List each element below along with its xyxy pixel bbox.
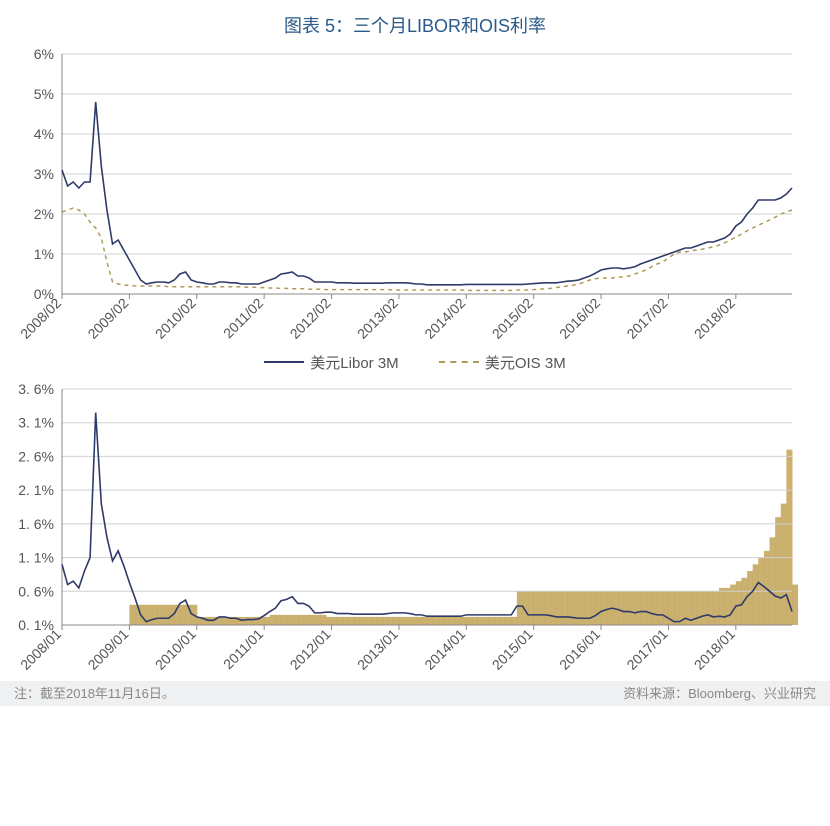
svg-text:2013/02: 2013/02: [354, 295, 401, 342]
svg-text:6%: 6%: [34, 46, 54, 62]
svg-text:2014/01: 2014/01: [421, 625, 468, 672]
svg-text:2009/02: 2009/02: [84, 295, 131, 342]
legend-item-ois: 美元OIS 3M: [439, 352, 566, 373]
footer-source: 资料来源：Bloomberg、兴业研究: [623, 683, 816, 702]
chart-2-container: 0. 1%0. 6%1. 1%1. 6%2. 1%2. 6%3. 1%3. 6%…: [0, 381, 830, 681]
svg-text:2015/01: 2015/01: [489, 625, 536, 672]
svg-text:2010/02: 2010/02: [152, 295, 199, 342]
svg-text:2011/01: 2011/01: [220, 625, 267, 672]
chart-1-svg: 0%1%2%3%4%5%6%2008/022009/022010/022011/…: [0, 46, 810, 346]
svg-text:4%: 4%: [34, 126, 54, 142]
svg-text:2016/02: 2016/02: [556, 295, 603, 342]
svg-text:5%: 5%: [34, 86, 54, 102]
svg-text:2018/01: 2018/01: [691, 625, 738, 672]
footer-note: 注：截至2018年11月16日。: [14, 683, 175, 702]
legend-item-libor: 美元Libor 3M: [264, 352, 398, 373]
chart-2-svg: 0. 1%0. 6%1. 1%1. 6%2. 1%2. 6%3. 1%3. 6%…: [0, 381, 810, 681]
svg-text:2018/02: 2018/02: [691, 295, 738, 342]
legend-swatch-solid: [264, 361, 304, 363]
svg-text:2011/02: 2011/02: [220, 295, 267, 342]
svg-text:1%: 1%: [34, 246, 54, 262]
svg-text:2015/02: 2015/02: [489, 295, 536, 342]
legend-label: 美元OIS 3M: [485, 352, 566, 373]
svg-text:2017/01: 2017/01: [623, 625, 670, 672]
chart-1-container: 0%1%2%3%4%5%6%2008/022009/022010/022011/…: [0, 46, 830, 346]
svg-text:2010/01: 2010/01: [152, 625, 199, 672]
svg-text:1. 6%: 1. 6%: [18, 515, 54, 531]
svg-text:3%: 3%: [34, 166, 54, 182]
svg-text:1. 1%: 1. 1%: [18, 549, 54, 565]
svg-text:2012/02: 2012/02: [287, 295, 334, 342]
footer: 注：截至2018年11月16日。 资料来源：Bloomberg、兴业研究: [0, 681, 830, 706]
svg-text:2009/01: 2009/01: [84, 625, 131, 672]
legend-label: 美元Libor 3M: [310, 352, 398, 373]
svg-text:2. 1%: 2. 1%: [18, 482, 54, 498]
svg-text:2013/01: 2013/01: [354, 625, 401, 672]
chart-1-legend: 美元Libor 3M 美元OIS 3M: [0, 346, 830, 381]
svg-text:2016/01: 2016/01: [556, 625, 603, 672]
svg-text:3. 1%: 3. 1%: [18, 414, 54, 430]
svg-text:2014/02: 2014/02: [421, 295, 468, 342]
svg-text:3. 6%: 3. 6%: [18, 381, 54, 397]
chart-title: 图表 5：三个月LIBOR和OIS利率: [0, 0, 830, 46]
legend-swatch-dashed: [439, 361, 479, 363]
svg-text:2%: 2%: [34, 206, 54, 222]
svg-text:0. 6%: 0. 6%: [18, 583, 54, 599]
svg-text:2. 6%: 2. 6%: [18, 448, 54, 464]
svg-text:2012/01: 2012/01: [287, 625, 334, 672]
svg-text:2017/02: 2017/02: [623, 295, 670, 342]
